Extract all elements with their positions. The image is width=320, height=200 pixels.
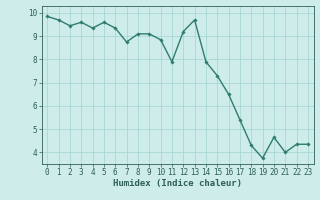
X-axis label: Humidex (Indice chaleur): Humidex (Indice chaleur) [113, 179, 242, 188]
